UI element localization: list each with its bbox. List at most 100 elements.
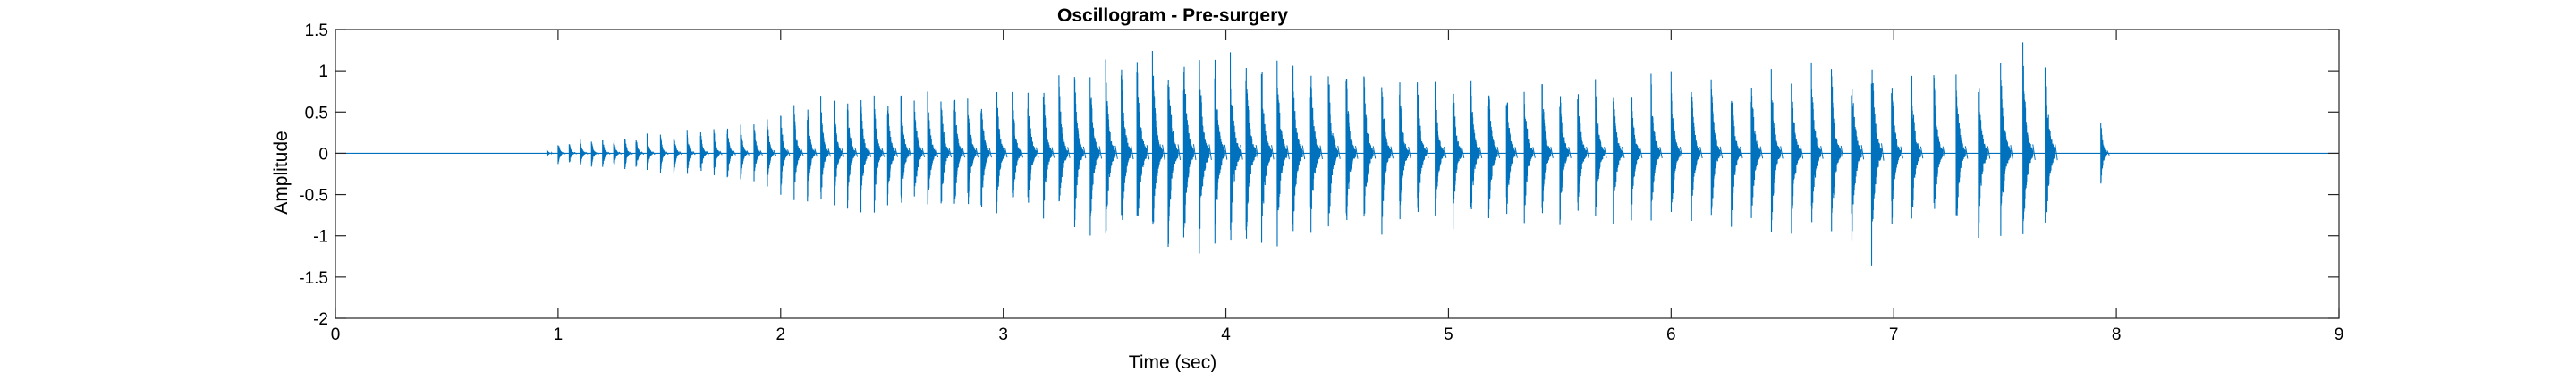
waveform-pulse-tail bbox=[1919, 146, 1924, 159]
x-axis-label: Time (sec) bbox=[1129, 352, 1216, 372]
waveform-pulse bbox=[1027, 92, 1038, 203]
waveform-pulse-tail bbox=[706, 150, 709, 156]
waveform-pulse-tail bbox=[1146, 145, 1150, 160]
y-tick-label: -0.5 bbox=[299, 187, 328, 206]
waveform-pulse bbox=[1058, 75, 1069, 202]
waveform-pulse-tail bbox=[1372, 146, 1377, 159]
waveform-pulse-tail bbox=[908, 148, 912, 157]
waveform-pulse bbox=[2100, 123, 2108, 184]
waveform-pulse-tail bbox=[2106, 150, 2110, 156]
waveform-pulse-tail bbox=[1532, 147, 1536, 158]
waveform-pulse-tail bbox=[1699, 146, 1703, 159]
waveform-pulse bbox=[1363, 76, 1374, 217]
waveform-pulse-tail bbox=[1514, 147, 1518, 158]
chart-title: Oscillogram - Pre-surgery bbox=[1057, 5, 1288, 26]
waveform-pulse bbox=[659, 134, 667, 173]
x-tick-label: 1 bbox=[554, 326, 564, 344]
waveform-pulse-tail bbox=[1355, 146, 1359, 159]
waveform-pulse bbox=[1523, 91, 1534, 224]
waveform-pulse bbox=[1955, 74, 1966, 216]
waveform-pulse-tail bbox=[1082, 146, 1087, 159]
waveform-pulse bbox=[646, 133, 654, 171]
waveform-pulse-tail bbox=[1337, 145, 1341, 159]
waveform-pulse bbox=[673, 139, 681, 173]
waveform-pulse-tail bbox=[1114, 145, 1118, 159]
waveform-pulse-tail bbox=[1942, 146, 1946, 159]
waveform-pulse bbox=[726, 128, 734, 178]
y-tick-label: -2 bbox=[313, 310, 328, 329]
waveform-pulse bbox=[1791, 83, 1801, 234]
waveform-pulse bbox=[1851, 89, 1862, 241]
waveform-pulse-tail bbox=[692, 150, 696, 156]
waveform-pulse bbox=[980, 108, 990, 207]
waveform-pulse bbox=[1434, 81, 1445, 216]
waveform-pulse-tail bbox=[1840, 145, 1844, 159]
y-axis-label: Amplitude bbox=[271, 131, 292, 214]
waveform-pulse-tail bbox=[1987, 146, 1991, 159]
waveform-pulse bbox=[1810, 62, 1822, 223]
waveform-pulse bbox=[1089, 77, 1100, 236]
waveform-pulse bbox=[546, 149, 553, 157]
waveform-pulse-tail bbox=[585, 151, 589, 155]
waveform-pulse-tail bbox=[1479, 147, 1483, 158]
waveform-pulse-tail bbox=[1586, 147, 1589, 158]
waveform-pulse-tail bbox=[1036, 147, 1039, 158]
waveform-pulse bbox=[1245, 67, 1257, 239]
waveform-pulse-tail bbox=[1659, 147, 1663, 158]
waveform-pulse bbox=[557, 145, 564, 165]
waveform-pulse bbox=[2044, 67, 2056, 223]
waveform-pulse bbox=[1487, 95, 1498, 219]
waveform bbox=[335, 42, 2339, 266]
waveform-pulse bbox=[1541, 84, 1552, 214]
waveform-pulse bbox=[1276, 60, 1288, 247]
waveform-pulse bbox=[1151, 51, 1164, 225]
waveform-pulse-tail bbox=[1740, 146, 1743, 159]
waveform-pulse bbox=[1417, 82, 1428, 213]
waveform-pulse bbox=[686, 130, 694, 174]
waveform-pulse-tail bbox=[962, 148, 966, 158]
waveform-pulse bbox=[767, 119, 775, 187]
waveform-pulse-tail bbox=[1860, 145, 1865, 160]
waveform-pulse-tail bbox=[1568, 147, 1572, 158]
waveform-pulse bbox=[873, 95, 883, 213]
waveform-pulse bbox=[1105, 59, 1116, 233]
waveform-pulse bbox=[1199, 60, 1210, 254]
waveform-pulse bbox=[1345, 79, 1357, 221]
x-tick-label: 5 bbox=[1444, 326, 1453, 344]
y-tick-label: 0 bbox=[318, 145, 328, 164]
waveform-pulse bbox=[780, 115, 789, 195]
waveform-pulse-tail bbox=[1224, 144, 1228, 160]
waveform-pulse-tail bbox=[665, 151, 669, 156]
waveform-pulse bbox=[613, 140, 620, 165]
waveform-pulse-tail bbox=[773, 149, 777, 156]
plot-frame bbox=[335, 29, 2340, 319]
waveform-pulse-tail bbox=[1004, 147, 1008, 158]
waveform-pulse-tail bbox=[827, 148, 832, 157]
waveform-pulse bbox=[590, 141, 597, 167]
waveform-pulse bbox=[1613, 97, 1623, 224]
waveform-pulse bbox=[753, 124, 761, 182]
waveform-pulse-tail bbox=[1255, 145, 1259, 160]
waveform-pulse-tail bbox=[814, 148, 818, 157]
waveform-pulse-tail bbox=[1131, 145, 1134, 160]
waveform-pulse bbox=[1595, 79, 1606, 216]
waveform-pulse bbox=[1870, 69, 1883, 266]
waveform-pulse-tail bbox=[1780, 146, 1784, 159]
waveform-pulse bbox=[1770, 69, 1782, 232]
waveform-pulse bbox=[740, 124, 748, 180]
waveform-pulse bbox=[1630, 97, 1640, 221]
waveform-pulse-tail bbox=[1390, 146, 1394, 159]
waveform-pulse bbox=[2000, 63, 2012, 236]
waveform-pulse bbox=[1073, 77, 1084, 228]
waveform-pulse-tail bbox=[573, 151, 577, 155]
waveform-pulse-tail bbox=[1759, 146, 1764, 159]
waveform-pulse bbox=[1260, 72, 1273, 243]
x-tick-label: 3 bbox=[998, 326, 1008, 344]
waveform-pulse-tail bbox=[1426, 146, 1429, 159]
waveform-pulse bbox=[635, 140, 642, 167]
waveform-pulse bbox=[996, 91, 1006, 214]
waveform-pulse bbox=[913, 100, 923, 197]
waveform-pulse-tail bbox=[1820, 146, 1824, 159]
axes: 0 1 2 3 4 5 6 7 8 9 1.5 1 0.5 0 -0.5 -1 -1.5 -2 bbox=[299, 21, 2343, 344]
